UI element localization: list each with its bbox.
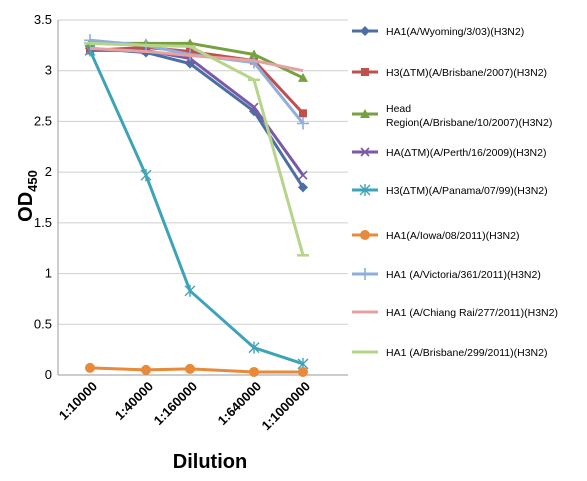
x-tick-label: 1:40000 <box>112 379 156 423</box>
y-tick-label: 0 <box>45 367 52 382</box>
legend-label: H3(ΔTM)(A/Panama/07/99)(H3N2) <box>386 185 548 197</box>
data-point <box>359 184 371 196</box>
legend-entry: HA1 (A/Chiang Rai/277/2011)(H3N2) <box>352 307 558 319</box>
data-point <box>298 182 308 193</box>
data-point <box>184 284 196 297</box>
data-point <box>359 268 371 280</box>
legend-label: HA1(A/Wyoming/3/03)(H3N2) <box>386 26 524 38</box>
series-line <box>89 366 303 374</box>
data-point <box>297 117 309 130</box>
data-point <box>140 169 152 182</box>
data-point <box>248 341 260 354</box>
legend-label: HA1 (A/Victoria/361/2011)(H3N2) <box>386 269 541 281</box>
data-point <box>360 109 370 118</box>
legend: HA1(A/Wyoming/3/03)(H3N2) H3(ΔTM)(A/Brisb… <box>352 26 558 359</box>
x-tick-label: 1:640000 <box>215 379 264 428</box>
series-group <box>84 34 309 377</box>
legend-label: Head <box>386 103 411 115</box>
series-line <box>89 41 305 256</box>
series-line <box>89 46 305 189</box>
data-point <box>85 362 95 373</box>
data-point <box>361 68 369 76</box>
data-point <box>249 49 259 59</box>
series-line <box>89 46 304 73</box>
legend-label: HA1 (A/Brisbane/299/2011)(H3N2) <box>386 347 547 359</box>
data-point <box>249 366 259 377</box>
series-h3-tm-a-panama-07-99-h3n2- <box>84 44 309 370</box>
data-point <box>298 170 308 180</box>
x-tick-label: 1:1000000 <box>259 379 314 434</box>
data-point <box>185 363 195 374</box>
legend-entry: H3(ΔTM)(A/Panama/07/99)(H3N2) <box>352 184 548 197</box>
y-tick-label: 2 <box>45 164 52 179</box>
legend-entry: HA1(A/Iowa/08/2011)(H3N2) <box>352 230 519 242</box>
x-tick-label: 1:10000 <box>56 379 100 423</box>
legend-entry: HA1 (A/Victoria/361/2011)(H3N2) <box>352 268 541 281</box>
series-ha1-a-brisbane-299-2011-h3n2- <box>84 41 309 257</box>
series-line <box>88 49 304 366</box>
y-tick-label: 3 <box>45 63 52 78</box>
y-tick-label: 1.5 <box>34 215 52 230</box>
y-axis-title-main: OD <box>15 192 37 222</box>
legend-entry: HA1 (A/Brisbane/299/2011)(H3N2) <box>352 347 547 359</box>
y-tick-label: 3.5 <box>34 12 52 27</box>
y-axis-title-sub: 450 <box>25 170 40 192</box>
data-point <box>298 366 308 377</box>
x-axis-title: Dilution <box>173 451 247 473</box>
x-tick-label: 1:160000 <box>151 379 200 428</box>
legend-entry: Head Region(A/Brisbane/10/2007)(H3N2) <box>352 103 552 129</box>
legend-entry: HA1(A/Wyoming/3/03)(H3N2) <box>352 26 524 38</box>
data-point <box>299 109 307 118</box>
legend-label: HA(ΔTM)(A/Perth/16/2009)(H3N2) <box>386 147 546 159</box>
legend-label: Region(A/Brisbane/10/2007)(H3N2) <box>386 117 552 129</box>
series-ha1-a-iowa-08-2011-h3n2- <box>85 362 308 377</box>
y-tick-label: 0.5 <box>34 316 52 331</box>
y-axis-title: OD450 <box>15 170 40 222</box>
data-point <box>360 147 370 157</box>
data-point <box>298 72 308 82</box>
data-point <box>141 364 151 375</box>
data-point <box>360 230 370 240</box>
legend-label: H3(ΔTM)(A/Brisbane/2007)(H3N2) <box>386 67 547 79</box>
data-point <box>360 26 370 36</box>
data-point <box>249 102 259 112</box>
y-tick-label: 1 <box>45 266 52 281</box>
legend-entry: HA(ΔTM)(A/Perth/16/2009)(H3N2) <box>352 147 546 159</box>
legend-label: HA1(A/Iowa/08/2011)(H3N2) <box>386 230 519 242</box>
legend-entry: H3(ΔTM)(A/Brisbane/2007)(H3N2) <box>352 67 547 79</box>
y-tick-label: 2.5 <box>34 113 52 128</box>
series-ha1-a-chiang-rai-277-2011-h3n2- <box>89 46 304 73</box>
legend-label: HA1 (A/Chiang Rai/277/2011)(H3N2) <box>386 307 558 319</box>
grid-lines <box>57 19 348 376</box>
y-tick-labels: 0 0.5 1 1.5 2 2.5 3 3.5 <box>34 12 52 382</box>
